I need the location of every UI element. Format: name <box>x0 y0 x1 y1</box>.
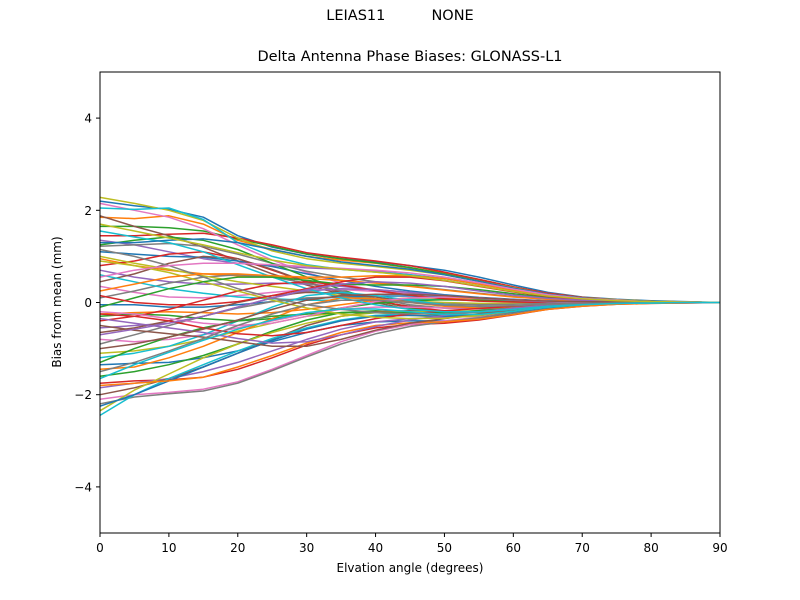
x-tick-label: 20 <box>230 541 245 555</box>
series-line <box>99 301 720 396</box>
x-axis-label: Elvation angle (degrees) <box>336 561 484 575</box>
figure-suptitle: LEIAS11 NONE <box>326 8 474 24</box>
chart-title: Delta Antenna Phase Biases: GLONASS-L1 <box>257 49 563 65</box>
x-tick-label: 40 <box>368 541 383 555</box>
series-line <box>99 223 721 304</box>
y-tick-label: −4 <box>74 480 92 494</box>
x-tick-label: 50 <box>437 541 452 555</box>
y-tick-label: 2 <box>84 204 92 218</box>
x-tick-label: 70 <box>575 541 590 555</box>
series-line <box>99 301 720 380</box>
x-tick-label: 10 <box>161 541 176 555</box>
x-tick-label: 90 <box>712 541 727 555</box>
x-tick-label: 0 <box>96 541 104 555</box>
x-axis-ticks: 0 10 20 30 40 50 60 70 80 90 <box>96 533 728 555</box>
y-tick-label: 4 <box>84 112 92 126</box>
x-tick-label: 30 <box>299 541 314 555</box>
x-tick-label: 60 <box>506 541 521 555</box>
y-tick-label: −2 <box>74 388 92 402</box>
y-tick-label: 0 <box>84 296 92 310</box>
y-axis-ticks: −4 −2 0 2 4 <box>74 112 100 494</box>
x-tick-label: 80 <box>643 541 658 555</box>
series-lines <box>99 196 721 417</box>
series-line <box>99 293 720 350</box>
